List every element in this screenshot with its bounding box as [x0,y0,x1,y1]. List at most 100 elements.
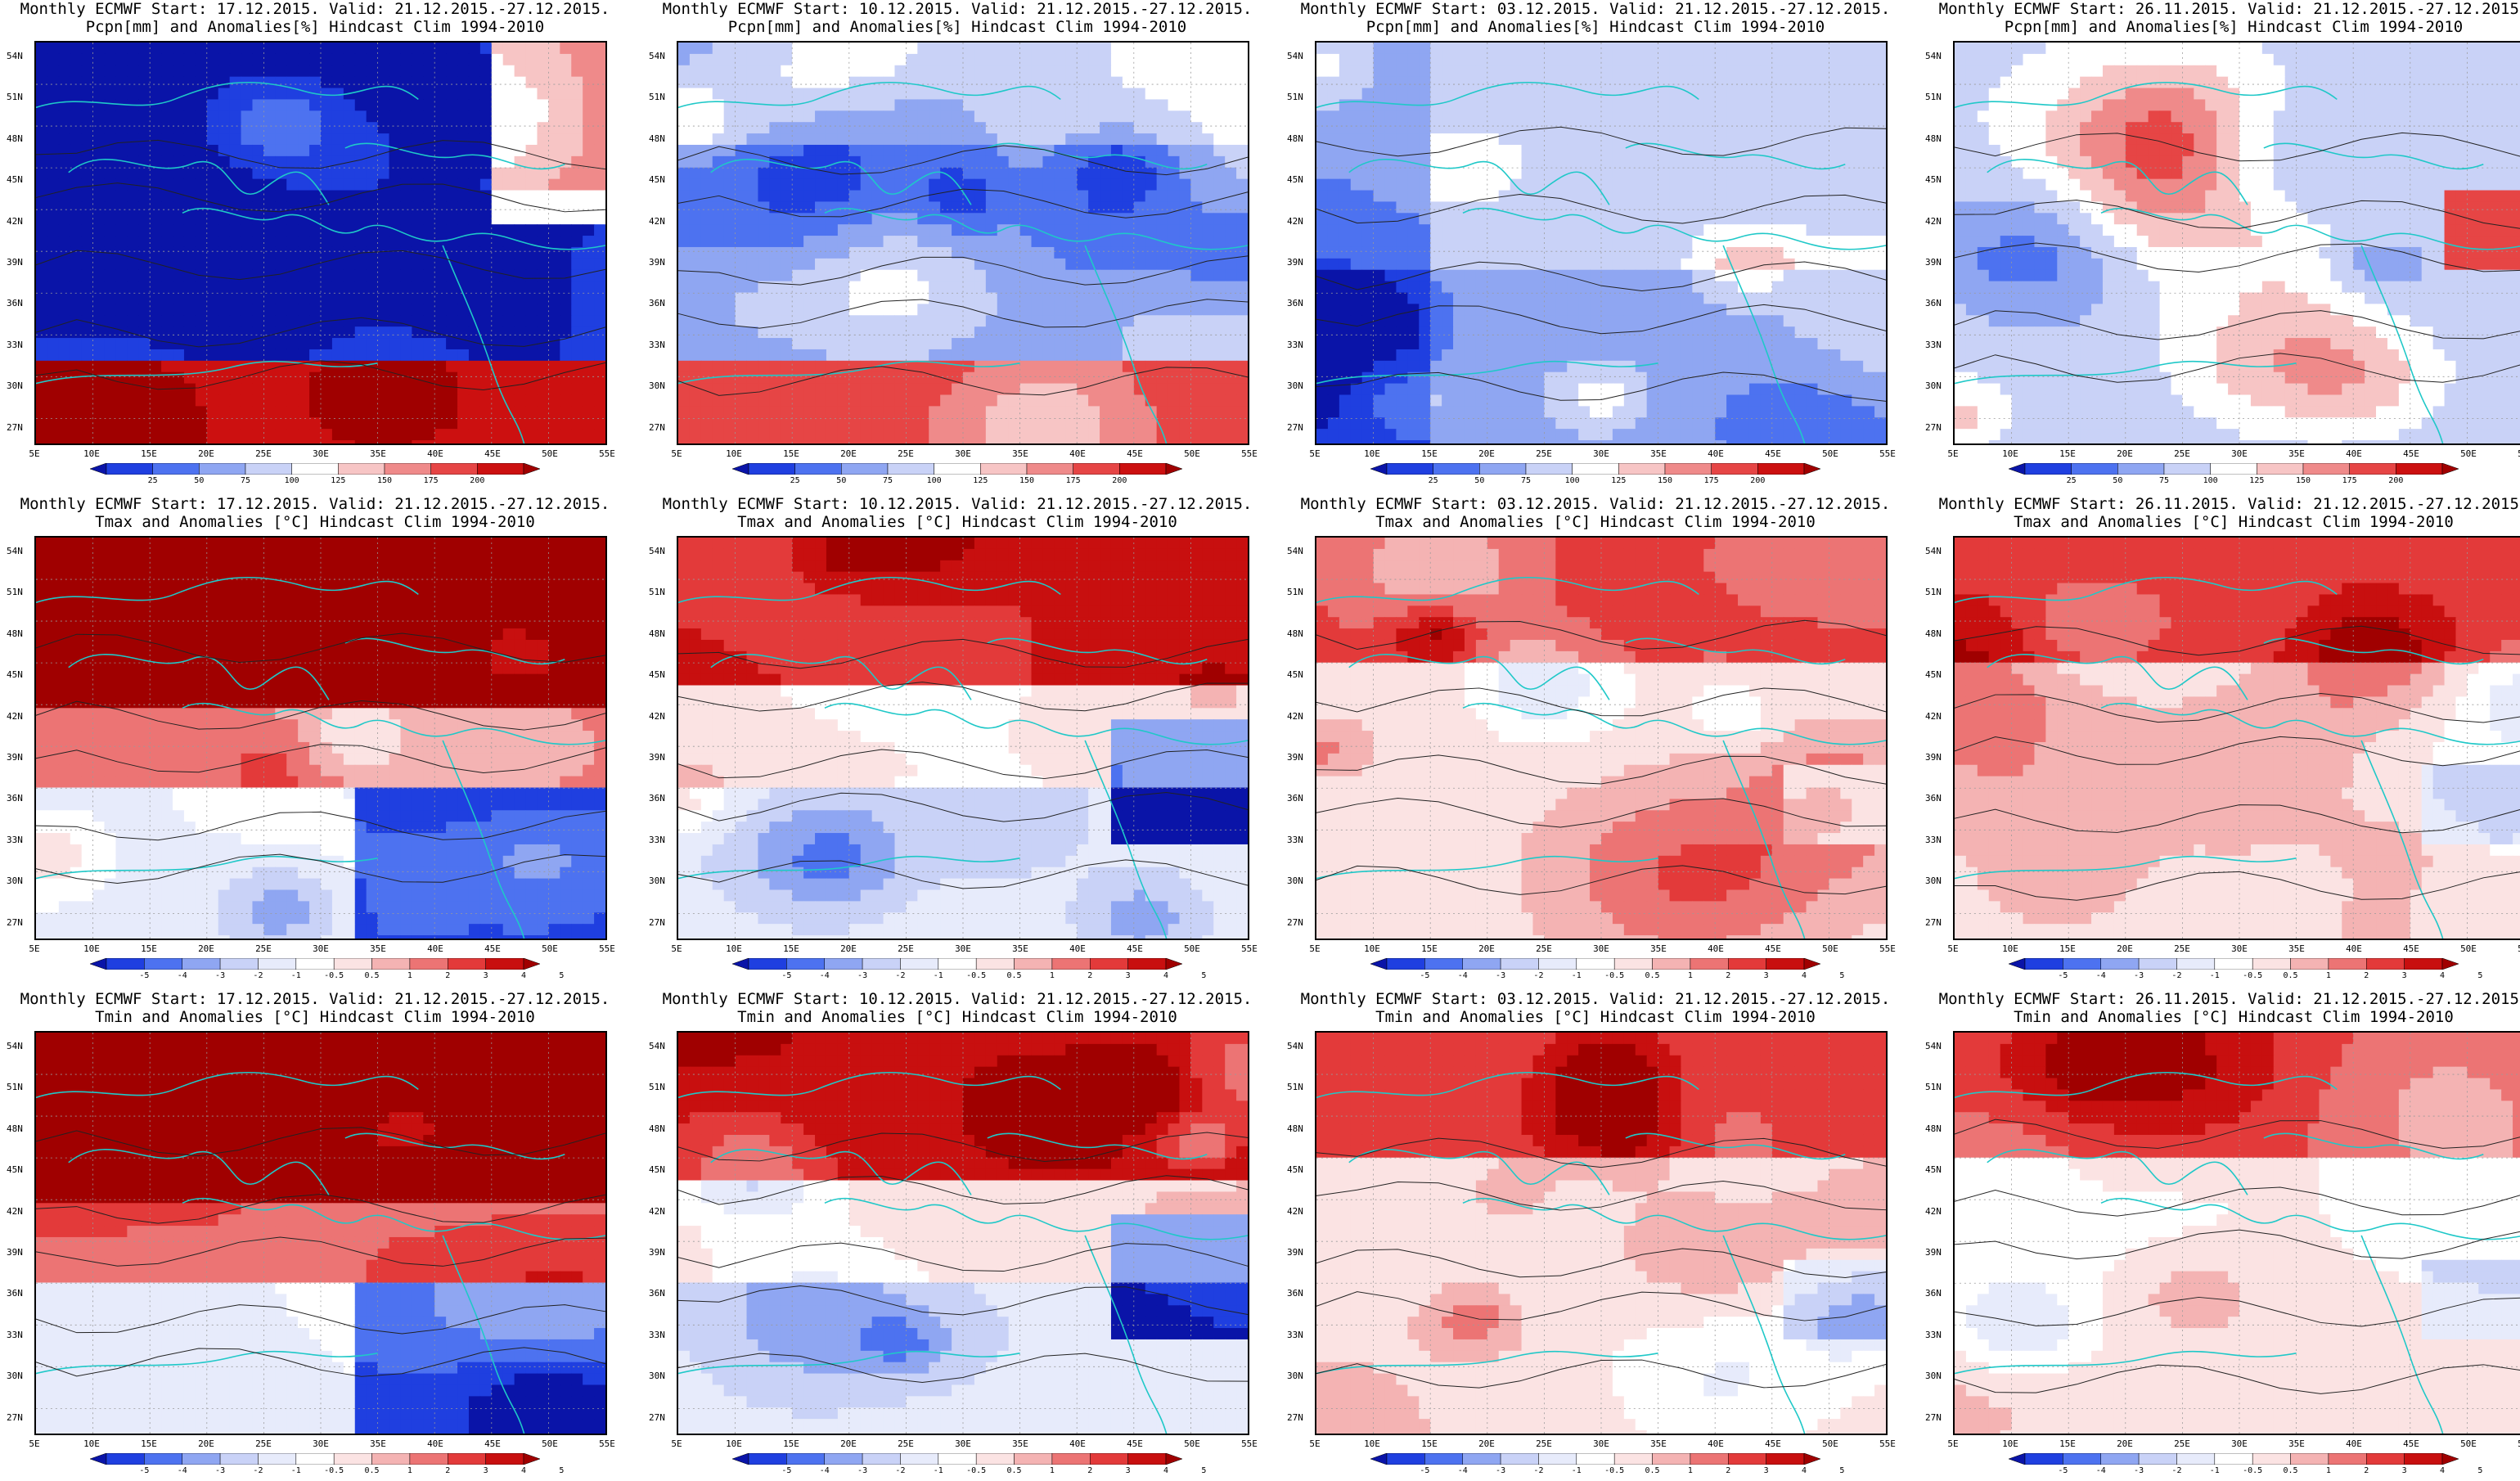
longitude-label: 40E [1069,943,1086,954]
longitude-label: 35E [370,448,386,459]
longitude-label: 55E [1241,1438,1258,1449]
latitude-label: 30N [649,876,665,886]
longitude-label: 15E [783,943,799,954]
latitude-label: 45N [7,174,23,185]
latitude-label: 27N [1925,917,1942,928]
longitude-label: 35E [2288,943,2305,954]
latitude-label: 45N [7,1164,23,1175]
anomaly-map [34,1031,607,1435]
longitude-label: 55E [599,1438,615,1449]
longitude-label: 20E [1478,943,1495,954]
anomaly-map [1315,536,1888,940]
colorbar-tick-label: -0.5 [1604,971,1624,980]
colorbar-tick-label: 0.5 [1007,971,1022,980]
longitude-label: 15E [1421,448,1438,459]
colorbar-tick-label: 0.5 [365,971,380,980]
latitude-label: 51N [1287,587,1303,597]
longitude-label: 40E [427,448,443,459]
longitude-label: 40E [2346,1438,2362,1449]
longitude-label: 35E [370,1438,386,1449]
anomaly-map [677,536,1249,940]
latitude-label: 42N [7,216,23,227]
longitude-label: 35E [2288,1438,2305,1449]
longitude-label: 45E [484,943,501,954]
latitude-label: 33N [649,1330,665,1340]
longitude-label: 15E [2059,1438,2076,1449]
colorbar-tick-label: 175 [424,476,439,485]
latitude-label: 39N [7,1247,23,1258]
anomaly-map [677,41,1249,445]
longitude-label: 10E [1364,1438,1380,1449]
latitude-label: 30N [7,876,23,886]
colorbar-tick-label: -2 [253,1466,263,1475]
longitude-label: 30E [313,1438,329,1449]
latitude-label: 30N [649,380,665,391]
colorbar [2009,958,2459,970]
anomaly-field [678,43,1248,443]
latitude-label: 51N [1287,92,1303,102]
longitude-label: 35E [1012,943,1028,954]
colorbar-tick-label: -5 [1420,1466,1429,1475]
colorbar-tick-label: -5 [781,971,791,980]
map-panel: Monthly ECMWF Start: 26.11.2015. Valid: … [1919,495,2520,986]
panel-title-line2: Tmax and Anomalies [°C] Hindcast Clim 19… [642,513,1272,531]
latitude-label: 27N [7,917,23,928]
map-panel: Monthly ECMWF Start: 17.12.2015. Valid: … [0,495,630,986]
map-panel: Monthly ECMWF Start: 10.12.2015. Valid: … [642,0,1272,491]
colorbar-tick-label: 3 [1764,971,1769,980]
longitude-label: 10E [83,1438,100,1449]
latitude-label: 54N [649,51,665,61]
colorbar-tick-label: 3 [1126,1466,1131,1475]
longitude-label: 15E [783,448,799,459]
latitude-label: 33N [1925,835,1942,845]
panel-title-line2: Tmin and Anomalies [°C] Hindcast Clim 19… [1919,1008,2520,1026]
longitude-label: 30E [2231,1438,2248,1449]
latitude-label: 45N [1287,1164,1303,1175]
longitude-label: 55E [599,943,615,954]
longitude-label: 15E [141,943,157,954]
longitude-label: 30E [1593,1438,1609,1449]
longitude-label: 10E [1364,448,1380,459]
latitude-label: 42N [1287,1206,1303,1217]
anomaly-field [1955,43,2520,443]
colorbar-tick-label: 75 [883,476,893,485]
latitude-label: 42N [1287,711,1303,722]
colorbar-tick-label: 5 [2477,971,2482,980]
colorbar-tick-label: -1 [291,1466,301,1475]
longitude-label: 40E [1708,448,1724,459]
latitude-label: 27N [649,1412,665,1423]
longitude-label: 20E [1478,1438,1495,1449]
longitude-label: 25E [255,943,272,954]
latitude-label: 30N [1287,1371,1303,1381]
latitude-label: 36N [649,793,665,804]
longitude-label: 25E [1536,943,1552,954]
colorbar-tick-label: 100 [927,476,942,485]
latitude-label: 48N [1925,133,1942,144]
latitude-label: 39N [7,257,23,268]
longitude-label: 5E [29,1438,39,1449]
latitude-label: 33N [7,340,23,350]
map-panel: Monthly ECMWF Start: 03.12.2015. Valid: … [1280,0,1910,491]
longitude-label: 25E [255,448,272,459]
colorbar-tick-label: -3 [1496,1466,1505,1475]
colorbar-tick-label: 0.5 [1645,971,1660,980]
longitude-label: 10E [726,448,742,459]
latitude-label: 36N [649,298,665,308]
longitude-label: 15E [2059,943,2076,954]
anomaly-field [1955,538,2520,939]
latitude-label: 48N [649,1123,665,1134]
panel-title-line1: Monthly ECMWF Start: 17.12.2015. Valid: … [0,0,630,18]
latitude-label: 36N [1925,793,1942,804]
colorbar-tick-label: 2 [1726,1466,1730,1475]
latitude-label: 45N [1287,174,1303,185]
colorbar-tick-label: 175 [1066,476,1081,485]
colorbar-tick-label: -3 [1496,971,1505,980]
colorbar-tick-label: 125 [1611,476,1626,485]
longitude-label: 55E [599,448,615,459]
colorbar-tick-label: 50 [836,476,846,485]
longitude-label: 25E [2174,1438,2190,1449]
colorbar [90,463,540,475]
longitude-label: 5E [1309,943,1320,954]
latitude-label: 48N [1925,1123,1942,1134]
